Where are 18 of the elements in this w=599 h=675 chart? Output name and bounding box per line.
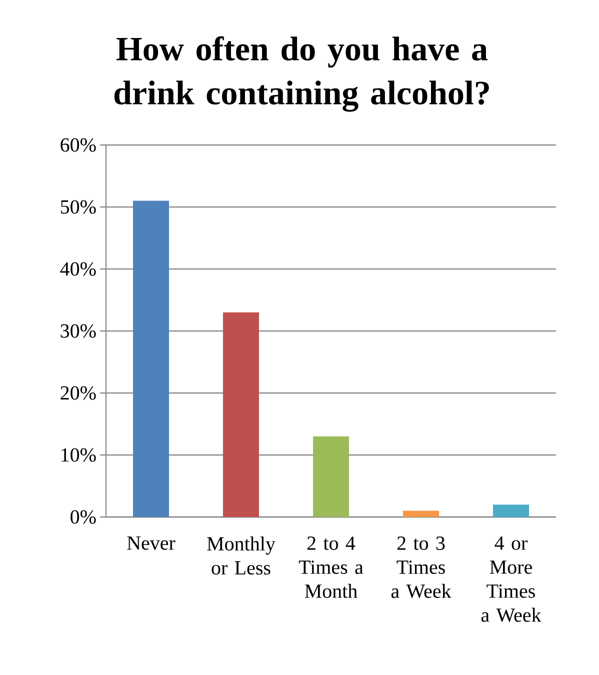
x-tick-label: 4 or More Times a Week (481, 536, 542, 622)
y-tick-label: 30% (60, 324, 96, 338)
x-tick-label: Monthly or Less (206, 536, 276, 575)
y-tick-label: 20% (60, 386, 96, 400)
y-tick-label: 50% (60, 200, 96, 214)
x-tick-label: 2 to 3 Times a Week (391, 536, 452, 598)
bar (492, 504, 529, 517)
y-tick-label: 10% (61, 448, 96, 462)
chart-title: How often do you have a drink containing alcohol? (114, 36, 489, 112)
y-tick-label: 60% (60, 138, 96, 152)
x-tick-label: 2 to 4 Times a Month (298, 536, 363, 598)
bar (402, 510, 439, 517)
y-tick-label: 40% (60, 262, 96, 276)
bar (132, 200, 169, 517)
bar (312, 436, 349, 517)
bar (222, 312, 259, 517)
x-tick-label: Never (126, 536, 176, 550)
y-tick-label: 0% (70, 510, 96, 524)
